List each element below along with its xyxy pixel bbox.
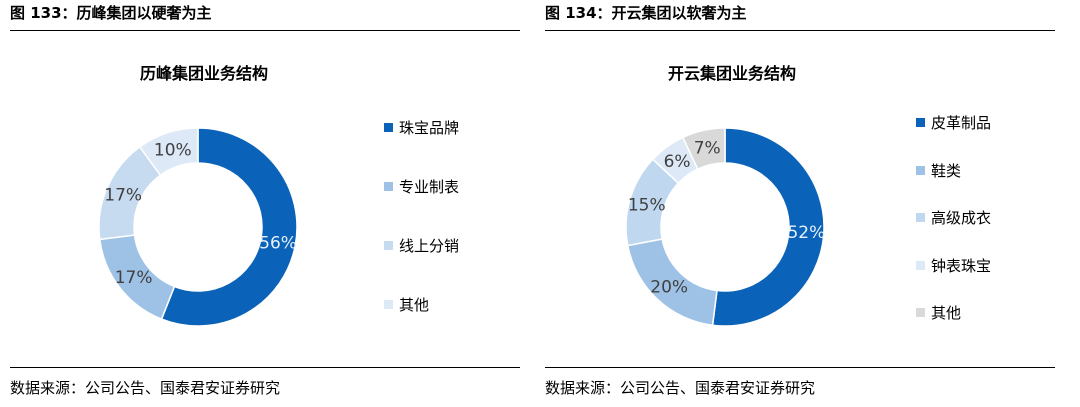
legend-swatch (916, 165, 925, 175)
donut-slice-5 (681, 127, 726, 171)
legend-item: 其他 (384, 294, 429, 315)
legend-swatch (916, 260, 925, 270)
legend-item: 其他 (916, 302, 961, 323)
legend-item: 鞋类 (916, 160, 961, 181)
legend-swatch (384, 182, 393, 191)
source-note: 数据来源：公司公告、国泰君安证券研究 (10, 379, 281, 397)
legend-label: 专业制表 (399, 178, 460, 196)
donut-chart: 52% 20% 15% 6%7% (625, 127, 825, 327)
legend-item: 线上分销 (384, 235, 459, 256)
data-label: 20% (650, 277, 688, 297)
chart-title: 历峰集团业务结构 (140, 64, 269, 83)
legend-swatch (916, 213, 925, 222)
legend-swatch (384, 300, 393, 309)
legend-label: 高级成衣 (931, 209, 992, 227)
top-rule (10, 30, 520, 31)
data-label: 56% (259, 233, 297, 253)
legend-swatch (384, 241, 393, 250)
source-note: 数据来源：公司公告、国泰君安证券研究 (545, 379, 816, 397)
data-label: 17% (115, 268, 153, 288)
bottom-rule (545, 367, 1055, 368)
left-panel: 图 133：历峰集团以硬奢为主 历峰集团业务结构 56% 17% 17% 10% 珠宝… (10, 0, 530, 407)
donut-slice-1 (711, 127, 825, 327)
data-label: 52% (787, 223, 825, 243)
legend-swatch (916, 308, 925, 317)
legend-item: 皮革制品 (916, 112, 991, 133)
legend-item: 高级成衣 (916, 207, 991, 228)
legend-swatch (384, 123, 393, 132)
legend-item: 钟表珠宝 (916, 255, 991, 276)
data-label: 15% (628, 195, 666, 215)
legend-label: 其他 (399, 296, 430, 314)
legend-label: 钟表珠宝 (931, 256, 992, 275)
legend-swatch (916, 118, 925, 127)
legend-label: 线上分销 (399, 237, 460, 255)
right-panel: 图 134：开云集团以软奢为主 开云集团业务结构 52% 20% 15% 6% 7% 皮… (545, 0, 1065, 407)
chart-title: 开云集团业务结构 (668, 64, 797, 83)
donut-slice-4 (138, 127, 199, 177)
top-rule (545, 30, 1055, 31)
legend-label: 鞋类 (931, 161, 962, 180)
figure-title: 图 133：历峰集团以硬奢为主 (10, 4, 212, 22)
legend-label: 珠宝品牌 (399, 119, 460, 137)
donut-chart: 56% 17% 17% 10% (98, 127, 298, 327)
data-label: 6% (664, 152, 691, 172)
bottom-rule (10, 367, 520, 368)
legend-item: 专业制表 (384, 176, 459, 197)
donut-slice-1 (160, 127, 298, 327)
legend-label: 皮革制品 (931, 114, 992, 132)
figure-title: 图 134：开云集团以软奢为主 (545, 4, 747, 22)
data-label: 17% (104, 186, 142, 206)
data-label: 7% (694, 138, 721, 158)
legend-item: 珠宝品牌 (384, 117, 459, 138)
legend-label: 其他 (931, 304, 962, 322)
data-label: 10% (154, 140, 192, 160)
